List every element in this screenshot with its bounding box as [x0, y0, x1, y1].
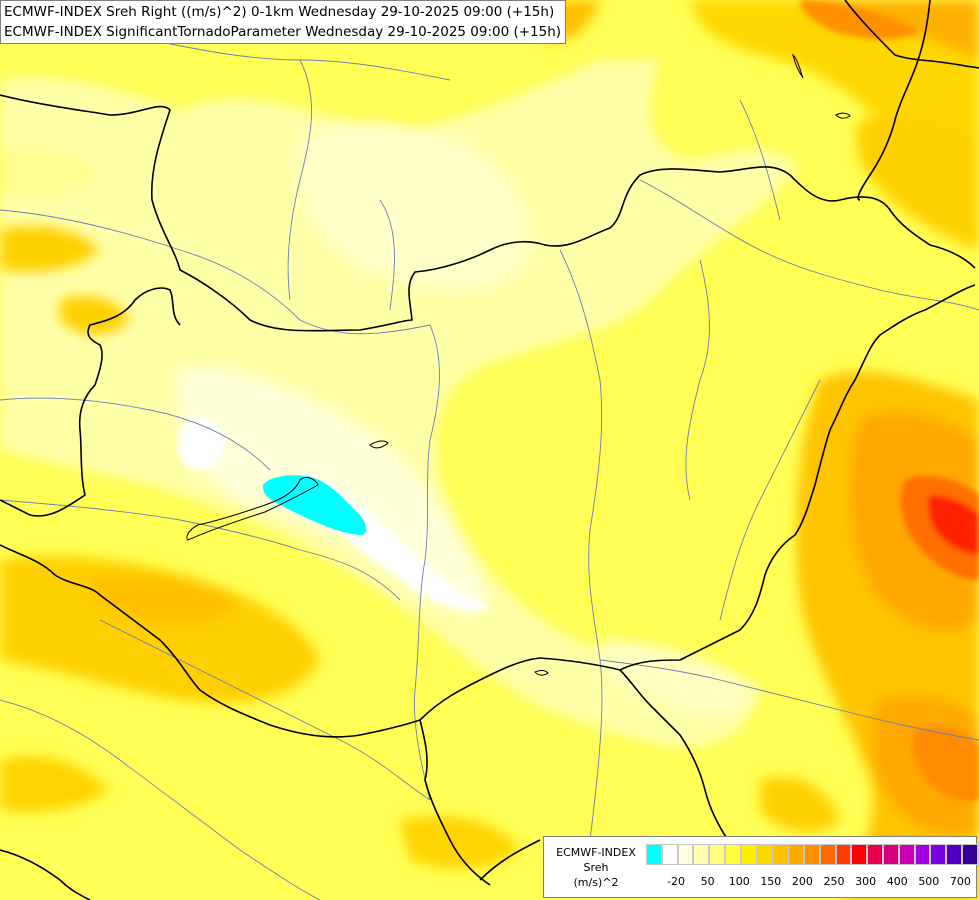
legend-swatch [898, 844, 915, 865]
rivers [0, 39, 979, 900]
legend-swatch [977, 844, 979, 865]
legend-swatch [961, 844, 978, 865]
legend-tick-label: 300 [855, 875, 877, 888]
legend-ticks: -20 50 100 150 200 250 300 400 500 700 [646, 875, 978, 891]
cyan-region [262, 475, 367, 535]
legend-swatches [646, 844, 979, 865]
map-title-box: ECMWF-INDEX Sreh Right ((m/s)^2) 0-1km W… [0, 0, 567, 44]
legend-swatch [914, 844, 931, 865]
map-title-line-1: ECMWF-INDEX Sreh Right ((m/s)^2) 0-1km W… [4, 4, 555, 20]
legend-swatch [788, 844, 804, 865]
legend-tick-label: 500 [918, 875, 940, 888]
legend-swatch [867, 844, 883, 865]
legend-title-line-1: ECMWF-INDEX [556, 846, 636, 859]
color-legend: ECMWF-INDEX Sreh (m/s)^2 -20 50 100 150 200 2… [543, 836, 979, 898]
legend-tick-label: 100 [728, 875, 750, 888]
legend-swatch [709, 844, 725, 865]
legend-title-line-2: Sreh [583, 861, 609, 874]
legend-tick-label: 50 [700, 875, 715, 888]
legend-tick-label: 700 [949, 875, 971, 888]
legend-tick-label: 200 [791, 875, 813, 888]
legend-swatch [851, 844, 868, 865]
legend-swatch [803, 844, 820, 865]
legend-swatch [661, 844, 678, 865]
field-max [800, 0, 979, 801]
legend-tick-label: 250 [823, 875, 845, 888]
legend-swatch [772, 844, 789, 865]
legend-swatch [930, 844, 947, 865]
legend-swatch [819, 844, 836, 865]
legend-title-line-3: (m/s)^2 [573, 876, 619, 889]
legend-swatch [882, 844, 899, 865]
legend-swatch [756, 844, 773, 865]
legend-tick-label: 150 [760, 875, 782, 888]
legend-swatch [740, 844, 757, 865]
legend-swatch [646, 844, 662, 865]
legend-tick-label: 400 [886, 875, 908, 888]
map-title-line-2: ECMWF-INDEX SignificantTornadoParameter … [4, 24, 562, 40]
legend-title: ECMWF-INDEX Sreh (m/s)^2 [547, 845, 645, 890]
legend-swatch [724, 844, 741, 865]
legend-swatch [677, 844, 694, 865]
legend-swatch [835, 844, 852, 865]
legend-tick-label: -20 [667, 875, 685, 888]
lakes [186, 53, 851, 676]
legend-swatch [693, 844, 710, 865]
legend-swatch [946, 844, 962, 865]
